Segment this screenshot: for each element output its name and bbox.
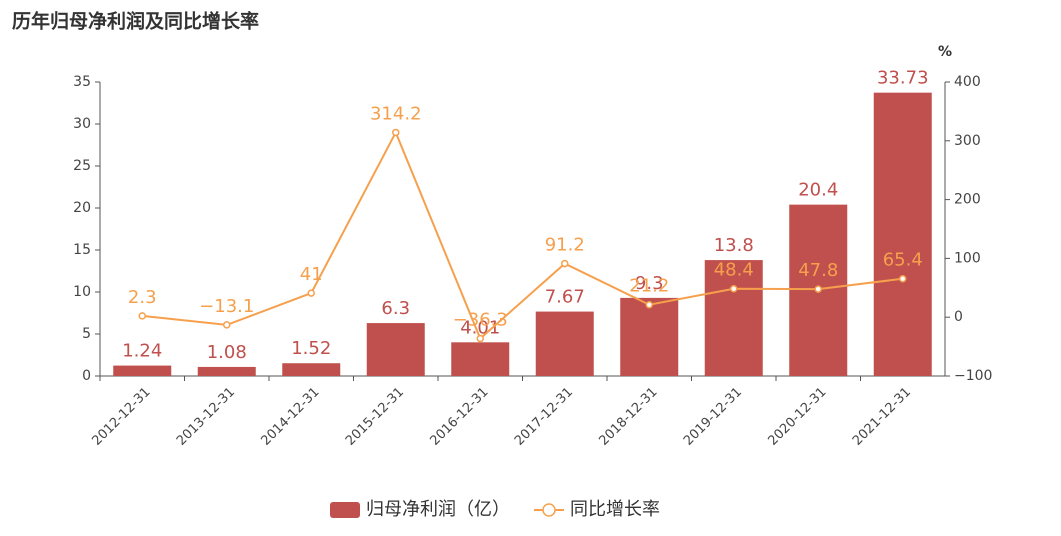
y2-tick-label: −100 xyxy=(954,368,992,384)
line-point xyxy=(561,259,569,268)
y2-tick-label: 400 xyxy=(954,74,981,90)
y2-tick-label: 0 xyxy=(954,309,963,325)
bar-value-label: 1.52 xyxy=(291,338,331,359)
y2-tick-label: 200 xyxy=(954,192,981,208)
line-point xyxy=(814,285,822,293)
line-value-label: 91.2 xyxy=(545,235,585,256)
line-point xyxy=(730,284,738,293)
line-point xyxy=(138,312,146,320)
bar-value-label: 9.3 xyxy=(635,273,664,294)
y-tick-label: 5 xyxy=(82,326,91,342)
y2-axis-label: % xyxy=(938,44,952,60)
y-tick-label: 25 xyxy=(73,158,91,174)
y-tick-label: 30 xyxy=(73,116,91,132)
line-point xyxy=(223,321,231,329)
line-point xyxy=(392,128,400,137)
x-tick-label: 2016-12-31 xyxy=(428,385,492,449)
x-tick-label: 2014-12-31 xyxy=(259,385,323,449)
bar xyxy=(197,366,256,376)
y-tick-label: 35 xyxy=(73,74,91,90)
line-point xyxy=(307,289,315,297)
bar-value-label: 6.3 xyxy=(381,298,410,319)
x-tick-label: 2017-12-31 xyxy=(512,385,576,449)
bar xyxy=(282,363,341,376)
y2-tick-label: 100 xyxy=(954,250,981,266)
line-value-label: −36.3 xyxy=(453,310,508,331)
y-tick-label: 20 xyxy=(73,200,91,216)
x-tick-label: 2018-12-31 xyxy=(597,385,661,449)
line-value-label: 48.4 xyxy=(714,260,754,281)
bar-value-label: 7.67 xyxy=(545,287,585,308)
x-tick-label: 2012-12-31 xyxy=(90,385,154,449)
bar-value-label: 33.73 xyxy=(877,68,929,89)
line-point xyxy=(645,300,653,309)
legend-label: 归母净利润（亿） xyxy=(366,499,510,520)
bar xyxy=(366,323,425,376)
line-value-label: 2.3 xyxy=(128,287,157,308)
bar xyxy=(451,342,510,376)
y-tick-label: 0 xyxy=(82,368,91,384)
line-point xyxy=(899,274,907,283)
chart-title: 历年归母净利润及同比增长率 xyxy=(12,10,259,33)
bar-value-label: 4.01 xyxy=(460,317,500,338)
y-tick-label: 10 xyxy=(73,284,91,300)
x-tick-label: 2019-12-31 xyxy=(681,385,745,449)
y-tick-label: 15 xyxy=(73,242,91,258)
line-value-label: 41 xyxy=(300,264,323,285)
line-value-label: −13.1 xyxy=(199,296,254,317)
bar-value-label: 13.8 xyxy=(714,235,754,256)
legend-label: 同比增长率 xyxy=(570,499,660,520)
bar-value-label: 1.08 xyxy=(207,342,247,363)
x-tick-label: 2013-12-31 xyxy=(174,385,238,449)
bar xyxy=(113,365,172,376)
line-value-label: 47.8 xyxy=(798,260,838,281)
line-value-label: 21.2 xyxy=(629,276,669,297)
bar xyxy=(620,297,679,376)
bar xyxy=(873,92,932,376)
bar-value-label: 1.24 xyxy=(122,341,162,362)
x-tick-label: 2015-12-31 xyxy=(343,385,407,449)
x-tick-label: 2020-12-31 xyxy=(766,385,830,449)
line-value-label: 65.4 xyxy=(883,250,923,271)
x-tick-label: 2021-12-31 xyxy=(850,385,914,449)
bar xyxy=(704,260,763,376)
line-value-label: 314.2 xyxy=(370,103,422,124)
y2-tick-label: 300 xyxy=(954,133,981,149)
legend-swatch xyxy=(542,503,556,517)
legend-swatch xyxy=(330,502,360,518)
bar xyxy=(535,311,594,376)
line xyxy=(142,130,903,341)
line-point xyxy=(476,334,484,343)
bar-value-label: 20.4 xyxy=(798,180,838,201)
